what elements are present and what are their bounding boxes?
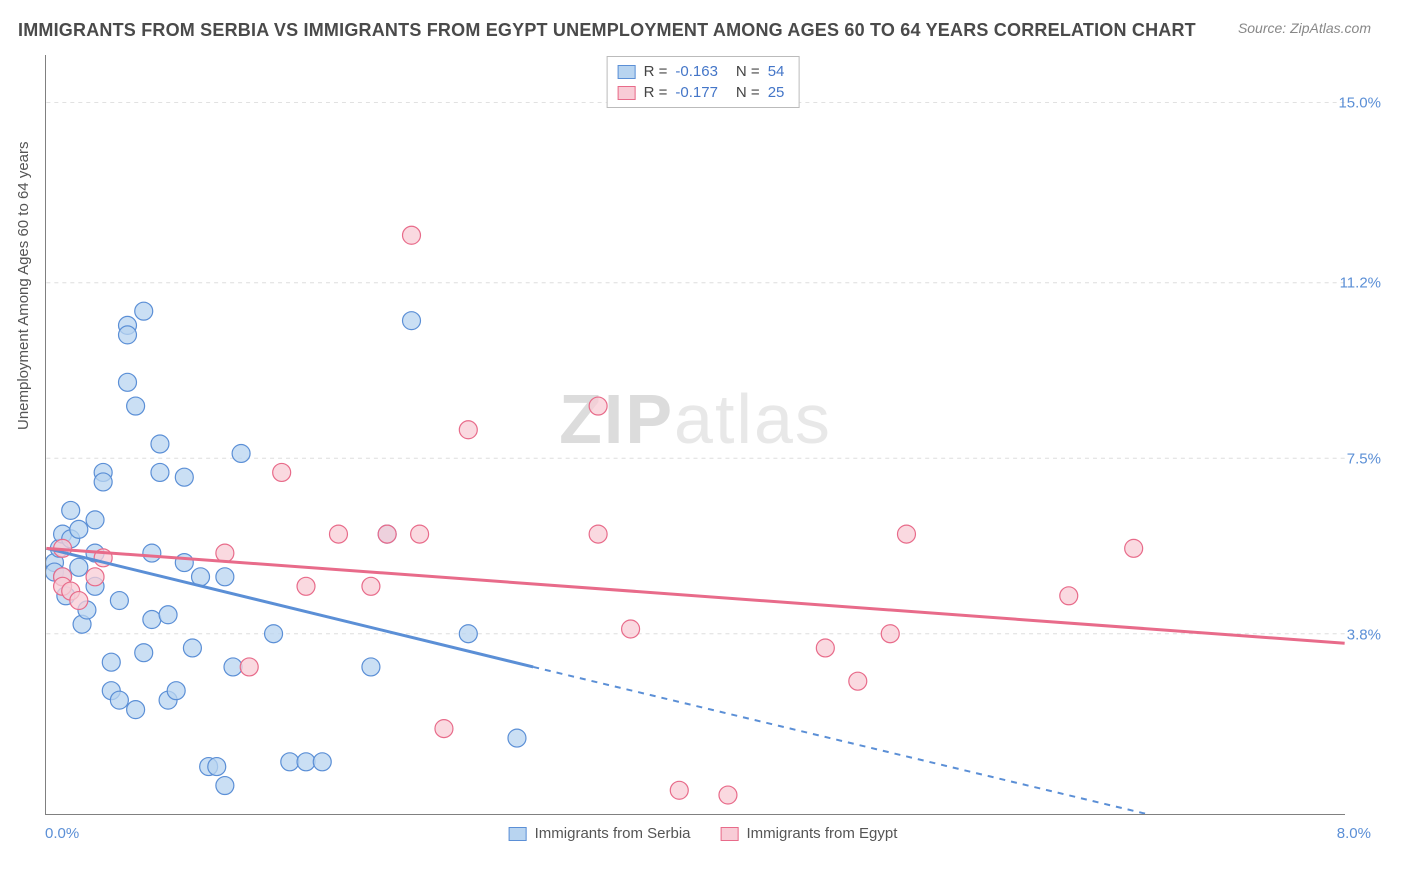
x-axis-origin-label: 0.0% bbox=[45, 825, 79, 842]
series-legend: Immigrants from Serbia Immigrants from Eg… bbox=[509, 825, 898, 842]
chart-svg bbox=[46, 55, 1345, 814]
correlation-legend: R = -0.163 N = 54 R = -0.177 N = 25 bbox=[607, 56, 800, 108]
legend-row: R = -0.177 N = 25 bbox=[618, 82, 785, 103]
y-tick-label: 7.5% bbox=[1347, 450, 1381, 467]
y-tick-label: 15.0% bbox=[1338, 94, 1381, 111]
legend-r-label: R = bbox=[644, 61, 668, 82]
y-axis-label: Unemployment Among Ages 60 to 64 years bbox=[15, 141, 32, 430]
y-tick-label: 11.2% bbox=[1340, 275, 1381, 292]
legend-swatch bbox=[721, 827, 739, 841]
legend-n-value: 25 bbox=[768, 82, 785, 103]
source-attribution: Source: ZipAtlas.com bbox=[1238, 20, 1371, 36]
legend-n-value: 54 bbox=[768, 61, 785, 82]
chart-plot-area: ZIPatlas bbox=[45, 55, 1345, 815]
series-legend-item: Immigrants from Serbia bbox=[509, 825, 691, 842]
watermark: ZIPatlas bbox=[559, 379, 832, 459]
y-tick-label: 3.8% bbox=[1347, 626, 1381, 643]
series-legend-item: Immigrants from Egypt bbox=[721, 825, 898, 842]
legend-swatch bbox=[509, 827, 527, 841]
legend-swatch bbox=[618, 65, 636, 79]
x-axis-max-label: 8.0% bbox=[1337, 825, 1371, 842]
series-legend-label: Immigrants from Serbia bbox=[535, 825, 691, 842]
legend-n-label: N = bbox=[736, 61, 760, 82]
series-legend-label: Immigrants from Egypt bbox=[747, 825, 898, 842]
legend-swatch bbox=[618, 86, 636, 100]
chart-title: IMMIGRANTS FROM SERBIA VS IMMIGRANTS FRO… bbox=[18, 20, 1196, 41]
legend-n-label: N = bbox=[736, 82, 760, 103]
legend-r-label: R = bbox=[644, 82, 668, 103]
legend-r-value: -0.163 bbox=[675, 61, 718, 82]
legend-row: R = -0.163 N = 54 bbox=[618, 61, 785, 82]
legend-r-value: -0.177 bbox=[675, 82, 718, 103]
